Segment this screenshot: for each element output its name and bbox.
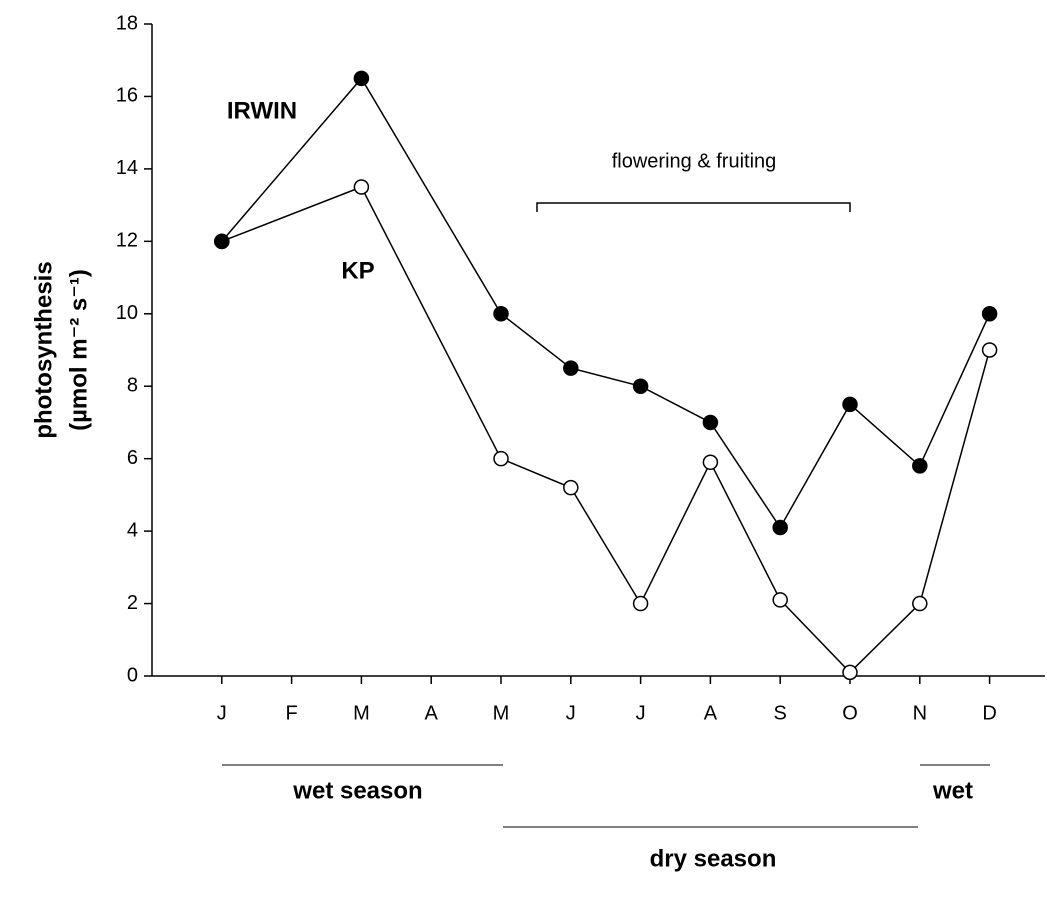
y-tick-label: 16 — [116, 85, 138, 107]
y-tick-label: 4 — [127, 519, 138, 541]
annotation: flowering & fruiting — [612, 150, 777, 172]
point — [563, 360, 579, 376]
y-axis-label: photosynthesis — [30, 261, 57, 438]
series-line — [221, 186, 991, 674]
y-tick-label: 6 — [127, 447, 138, 469]
point — [493, 450, 509, 467]
point — [632, 595, 649, 612]
point — [981, 342, 998, 358]
x-tick-label: M — [493, 702, 510, 724]
point — [981, 306, 998, 322]
point — [493, 306, 509, 322]
y-tick-label: 8 — [127, 375, 138, 397]
y-tick-label: 18 — [116, 12, 138, 34]
x-tick-label: A — [425, 702, 439, 724]
x-tick-label: A — [704, 702, 718, 724]
x-tick-label: F — [285, 702, 297, 724]
point — [772, 519, 788, 536]
x-tick-label: J — [566, 702, 576, 724]
y-tick-label: 12 — [116, 230, 138, 252]
point — [912, 458, 928, 474]
point — [912, 595, 928, 612]
y-tick-label: 10 — [116, 302, 138, 324]
annotation: wet — [932, 777, 973, 804]
x-tick-label: O — [842, 702, 858, 724]
series-line — [221, 77, 991, 529]
x-tick-label: M — [353, 702, 370, 724]
y-tick-label: 14 — [116, 157, 138, 179]
point — [702, 454, 719, 471]
point — [842, 396, 858, 413]
point — [772, 592, 788, 608]
x-tick-label: J — [217, 702, 227, 724]
point — [702, 414, 719, 431]
x-tick-label: D — [982, 702, 996, 724]
annotation: wet season — [292, 777, 422, 804]
x-tick-label: N — [913, 702, 927, 724]
y-tick-label: 0 — [127, 664, 138, 686]
point — [353, 179, 370, 195]
point — [214, 233, 230, 250]
bracket — [536, 202, 851, 212]
point — [563, 479, 579, 496]
point — [842, 664, 858, 681]
series-label: IRWIN — [227, 97, 297, 124]
y-units-group: (µmol m⁻² s⁻¹) — [65, 269, 92, 431]
point — [353, 70, 370, 87]
annotation: dry season — [650, 845, 777, 872]
y-axis-units: (µmol m⁻² s⁻¹) — [65, 269, 92, 431]
point — [632, 378, 649, 394]
series-label: KP — [341, 257, 374, 284]
y-label-group: photosynthesis — [30, 261, 57, 438]
y-tick-label: 2 — [127, 592, 138, 614]
x-tick-label: J — [636, 702, 646, 724]
x-tick-label: S — [774, 702, 787, 724]
